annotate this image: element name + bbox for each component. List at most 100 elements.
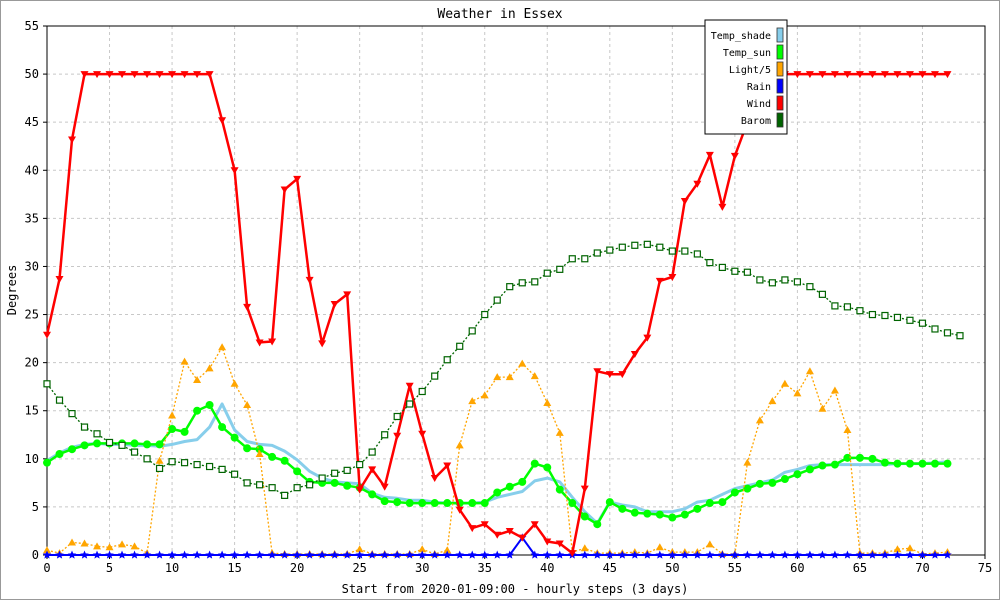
- x-tick-label: 25: [352, 561, 366, 575]
- data-point-wind: [393, 432, 402, 440]
- data-point-light-5: [80, 539, 89, 547]
- data-point-light-5: [543, 399, 552, 407]
- data-point-barom: [155, 464, 164, 473]
- data-point-rain: [130, 550, 139, 559]
- data-point-wind: [80, 71, 89, 79]
- data-point-rain: [555, 550, 565, 559]
- data-point-barom: [105, 438, 114, 447]
- data-point-rain: [643, 550, 652, 559]
- data-point-barom: [68, 410, 76, 418]
- data-point-rain: [167, 550, 177, 559]
- data-point-temp-sun: [43, 458, 51, 467]
- data-point-light-5: [780, 379, 789, 387]
- data-point-barom: [431, 372, 439, 380]
- data-point-wind: [680, 198, 689, 206]
- data-point-barom: [831, 302, 839, 310]
- data-point-rain: [392, 550, 402, 559]
- data-point-wind: [643, 334, 652, 342]
- data-point-barom: [868, 310, 877, 319]
- data-point-temp-sun: [443, 499, 452, 508]
- data-point-temp-sun: [568, 499, 577, 508]
- data-point-rain: [317, 550, 327, 559]
- data-point-barom: [793, 278, 802, 286]
- data-point-temp-sun: [905, 459, 914, 468]
- data-point-barom: [293, 484, 301, 492]
- data-point-barom: [931, 325, 939, 333]
- data-point-rain: [730, 550, 740, 559]
- data-point-rain: [493, 550, 502, 559]
- data-point-rain: [655, 550, 665, 559]
- data-point-barom: [306, 481, 314, 489]
- data-point-temp-sun: [755, 479, 764, 488]
- data-point-barom: [893, 313, 902, 322]
- data-point-wind: [305, 276, 314, 284]
- data-point-light-5: [518, 359, 527, 367]
- data-point-rain: [618, 550, 627, 559]
- data-point-wind: [730, 152, 739, 160]
- data-point-light-5: [468, 397, 477, 405]
- y-tick-label: 5: [32, 500, 39, 514]
- data-point-barom: [768, 279, 776, 287]
- data-point-rain: [793, 550, 802, 559]
- data-point-light-5: [155, 456, 164, 464]
- data-point-temp-sun: [718, 498, 727, 507]
- data-point-rain: [180, 550, 189, 559]
- x-tick-label: 60: [790, 561, 804, 575]
- data-point-light-5: [168, 411, 177, 419]
- data-point-light-5: [68, 538, 77, 546]
- data-point-temp-sun: [330, 478, 339, 487]
- data-point-rain: [843, 550, 852, 559]
- data-point-barom: [468, 327, 476, 335]
- data-point-temp-sun: [343, 481, 352, 490]
- data-point-temp-sun: [805, 465, 814, 474]
- data-point-barom: [568, 255, 576, 263]
- data-point-barom: [481, 310, 489, 319]
- series-rain: [42, 533, 952, 559]
- data-point-wind: [543, 538, 552, 546]
- data-point-barom: [281, 491, 289, 499]
- data-point-barom: [443, 356, 451, 364]
- data-point-barom: [681, 247, 689, 255]
- data-point-wind: [180, 71, 189, 79]
- data-point-rain: [155, 550, 164, 559]
- data-point-wind: [418, 430, 427, 438]
- data-point-rain: [943, 550, 952, 559]
- data-point-temp-sun: [418, 499, 427, 508]
- data-point-rain: [242, 550, 252, 559]
- data-point-barom: [518, 279, 526, 287]
- data-point-temp-sun: [218, 423, 227, 432]
- data-point-barom: [668, 247, 676, 255]
- data-point-light-5: [243, 400, 252, 408]
- data-point-rain: [868, 550, 877, 559]
- data-point-wind: [218, 117, 227, 125]
- data-point-rain: [442, 550, 452, 559]
- data-point-wind: [155, 71, 164, 79]
- legend: Temp_shade Temp_sun Light/5 Rain Wind Barom: [704, 19, 788, 135]
- series-temp-shade: [46, 402, 948, 525]
- series-line-temp-shade: [46, 402, 948, 525]
- data-point-wind: [280, 186, 289, 194]
- x-tick-label: 5: [106, 561, 113, 575]
- data-point-wind: [505, 527, 514, 535]
- data-point-barom: [556, 265, 564, 273]
- data-point-barom: [368, 448, 376, 456]
- data-point-rain: [805, 550, 815, 559]
- data-point-wind: [893, 71, 902, 79]
- data-point-light-5: [218, 343, 227, 351]
- data-point-temp-sun: [205, 400, 214, 409]
- data-point-temp-sun: [155, 440, 164, 449]
- legend-swatch-wind: [776, 95, 784, 111]
- data-point-wind: [518, 534, 527, 542]
- data-point-light-5: [130, 542, 139, 550]
- data-point-light-5: [905, 544, 914, 552]
- data-point-barom: [130, 448, 139, 456]
- data-point-rain: [205, 550, 214, 559]
- data-point-barom: [356, 460, 364, 469]
- data-point-wind: [618, 371, 627, 379]
- data-point-barom: [718, 263, 726, 272]
- data-point-barom: [643, 240, 651, 248]
- data-point-wind: [718, 203, 727, 211]
- data-point-temp-sun: [393, 498, 402, 507]
- data-point-rain: [467, 550, 477, 559]
